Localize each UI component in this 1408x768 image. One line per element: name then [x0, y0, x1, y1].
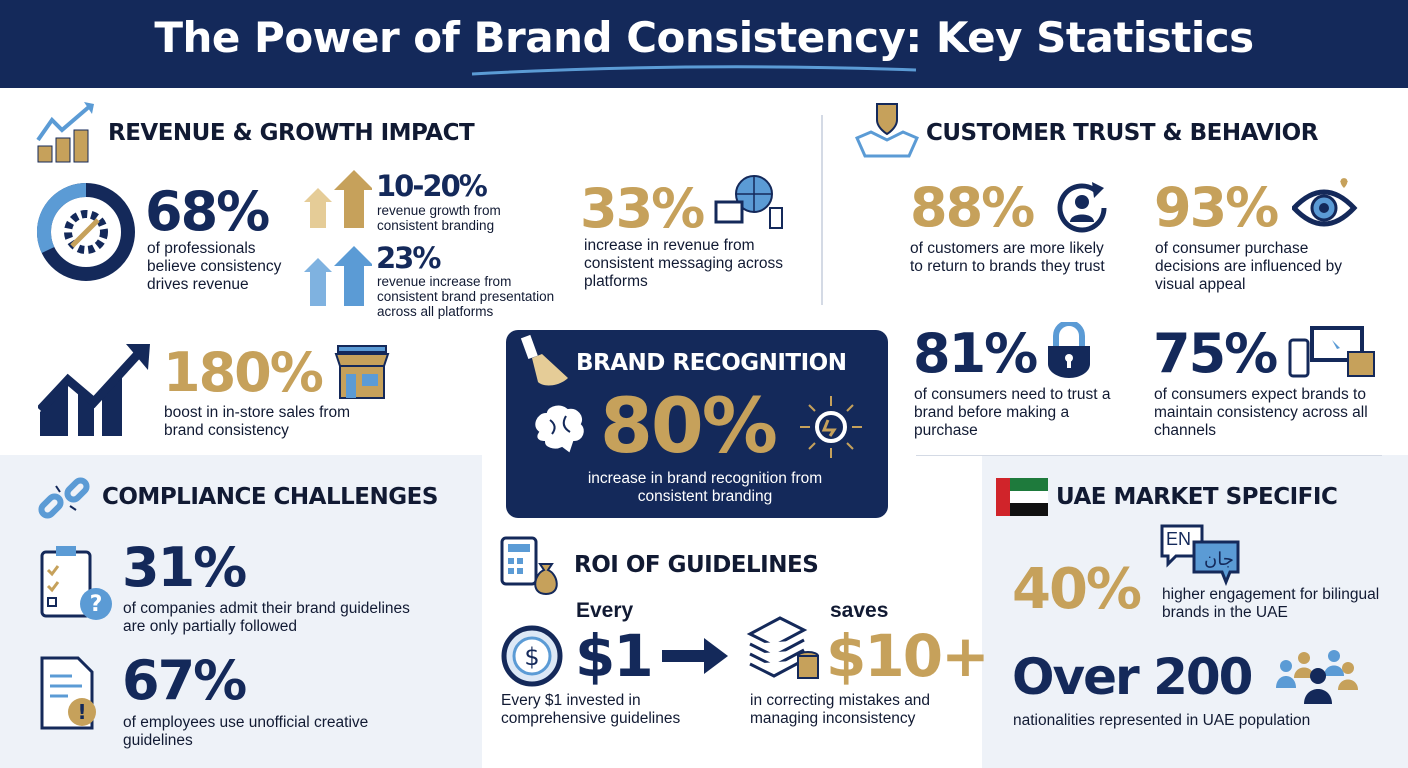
- stat-value: 88%: [910, 176, 1035, 239]
- calculator-moneybag-icon: [500, 536, 558, 596]
- stat-text: revenue growth from consistent branding: [377, 203, 501, 233]
- spotlight-icon: [520, 334, 568, 386]
- rising-chart-icon: [38, 344, 150, 436]
- stat-value: 31%: [122, 536, 247, 599]
- stat-value: 80%: [600, 381, 778, 470]
- uae-panel: [982, 455, 1408, 768]
- stat-value: 68%: [145, 180, 270, 243]
- recognition-heading: BRAND RECOGNITION: [576, 350, 847, 376]
- svg-text:$: $: [524, 643, 539, 671]
- growth-coins-icon: [36, 102, 94, 163]
- storefront-icon: [334, 345, 390, 399]
- stat-value: 75%: [1153, 322, 1278, 385]
- stat-text: of employees use unofficial creative gui…: [123, 714, 369, 749]
- stat-value: 33%: [580, 177, 705, 240]
- stat-text: of consumer purchase decisions are influ…: [1155, 240, 1342, 293]
- checklist-question-icon: ?: [40, 546, 112, 620]
- uae-heading: UAE MARKET SPECIFIC: [1056, 484, 1338, 510]
- stat-value: 81%: [913, 322, 1038, 385]
- people-group-icon: [1276, 650, 1358, 704]
- globe-devices-icon: [714, 175, 783, 229]
- roi-invest-value: $1: [575, 622, 654, 690]
- roi-saved-value: $10+: [826, 622, 990, 690]
- stat-text: boost in in-store sales from brand consi…: [164, 404, 351, 439]
- roi-saves-label: saves: [830, 599, 889, 622]
- stat-value: 180%: [163, 341, 324, 404]
- stat-text: increase in brand recognition from consi…: [587, 470, 823, 505]
- uae-flag-icon: [996, 478, 1048, 516]
- bubble-en: EN: [1166, 529, 1192, 549]
- return-customer-icon: [1057, 182, 1107, 233]
- bilingual-chat-icon: [1160, 524, 1240, 586]
- trust-heading: CUSTOMER TRUST & BEHAVIOR: [926, 120, 1318, 146]
- compliance-heading: COMPLIANCE CHALLENGES: [102, 484, 438, 510]
- stat-value: 10-20%: [376, 169, 488, 203]
- arrow-right-icon: [662, 638, 728, 674]
- gear-target-icon: [37, 182, 135, 281]
- lightbulb-idea-icon: [800, 396, 862, 458]
- eye-heart-icon: [1292, 178, 1358, 227]
- handshake-shield-icon: [855, 103, 919, 158]
- divider: [916, 455, 1382, 456]
- revenue-heading: REVENUE & GROWTH IMPACT: [108, 120, 475, 146]
- stat-text: of consumers expect brands to maintain c…: [1154, 386, 1368, 439]
- stat-text: increase in revenue from consistent mess…: [584, 237, 784, 290]
- stat-value: 40%: [1012, 557, 1142, 622]
- padlock-icon: [1048, 322, 1090, 378]
- title-underline: [471, 65, 917, 76]
- svg-text:?: ?: [90, 592, 103, 617]
- dollar-coin-icon: $: [501, 625, 563, 687]
- stat-text: higher engagement for bilingual brands i…: [1162, 586, 1380, 621]
- blue-arrows-icon: [304, 246, 372, 306]
- broken-link-icon: [38, 477, 90, 519]
- money-stack-icon: [746, 616, 819, 679]
- stat-value: 93%: [1154, 176, 1279, 239]
- stat-value: 67%: [122, 649, 247, 712]
- omnichannel-devices-icon: [1288, 326, 1375, 378]
- stat-text: of consumers need to trust a brand befor…: [914, 386, 1111, 439]
- stat-text: nationalities represented in UAE populat…: [1013, 712, 1311, 729]
- divider: [821, 115, 823, 305]
- page-title: The Power of Brand Consistency: Key Stat…: [154, 13, 1254, 62]
- gold-arrows-icon: [304, 170, 372, 228]
- brain-icon: [533, 403, 586, 456]
- stat-text: of companies admit their brand guideline…: [123, 600, 410, 635]
- roi-right-text: in correcting mistakes and managing inco…: [750, 692, 931, 727]
- roi-left-text: Every $1 invested in comprehensive guide…: [501, 692, 681, 727]
- stat-text: of professionals believe consistency dri…: [147, 240, 282, 293]
- svg-text:!: !: [77, 700, 86, 724]
- header-bar: [0, 0, 1408, 88]
- stat-text: revenue increase from consistent brand p…: [377, 274, 555, 319]
- stat-value: 23%: [376, 241, 441, 275]
- document-warning-icon: !: [40, 656, 96, 730]
- roi-heading: ROI OF GUIDELINES: [574, 552, 819, 578]
- roi-every-label: Every: [576, 599, 634, 622]
- stat-value: Over 200: [1012, 648, 1253, 706]
- stat-text: of customers are more likely to return t…: [910, 240, 1105, 275]
- bubble-arabic: جان: [1204, 549, 1234, 569]
